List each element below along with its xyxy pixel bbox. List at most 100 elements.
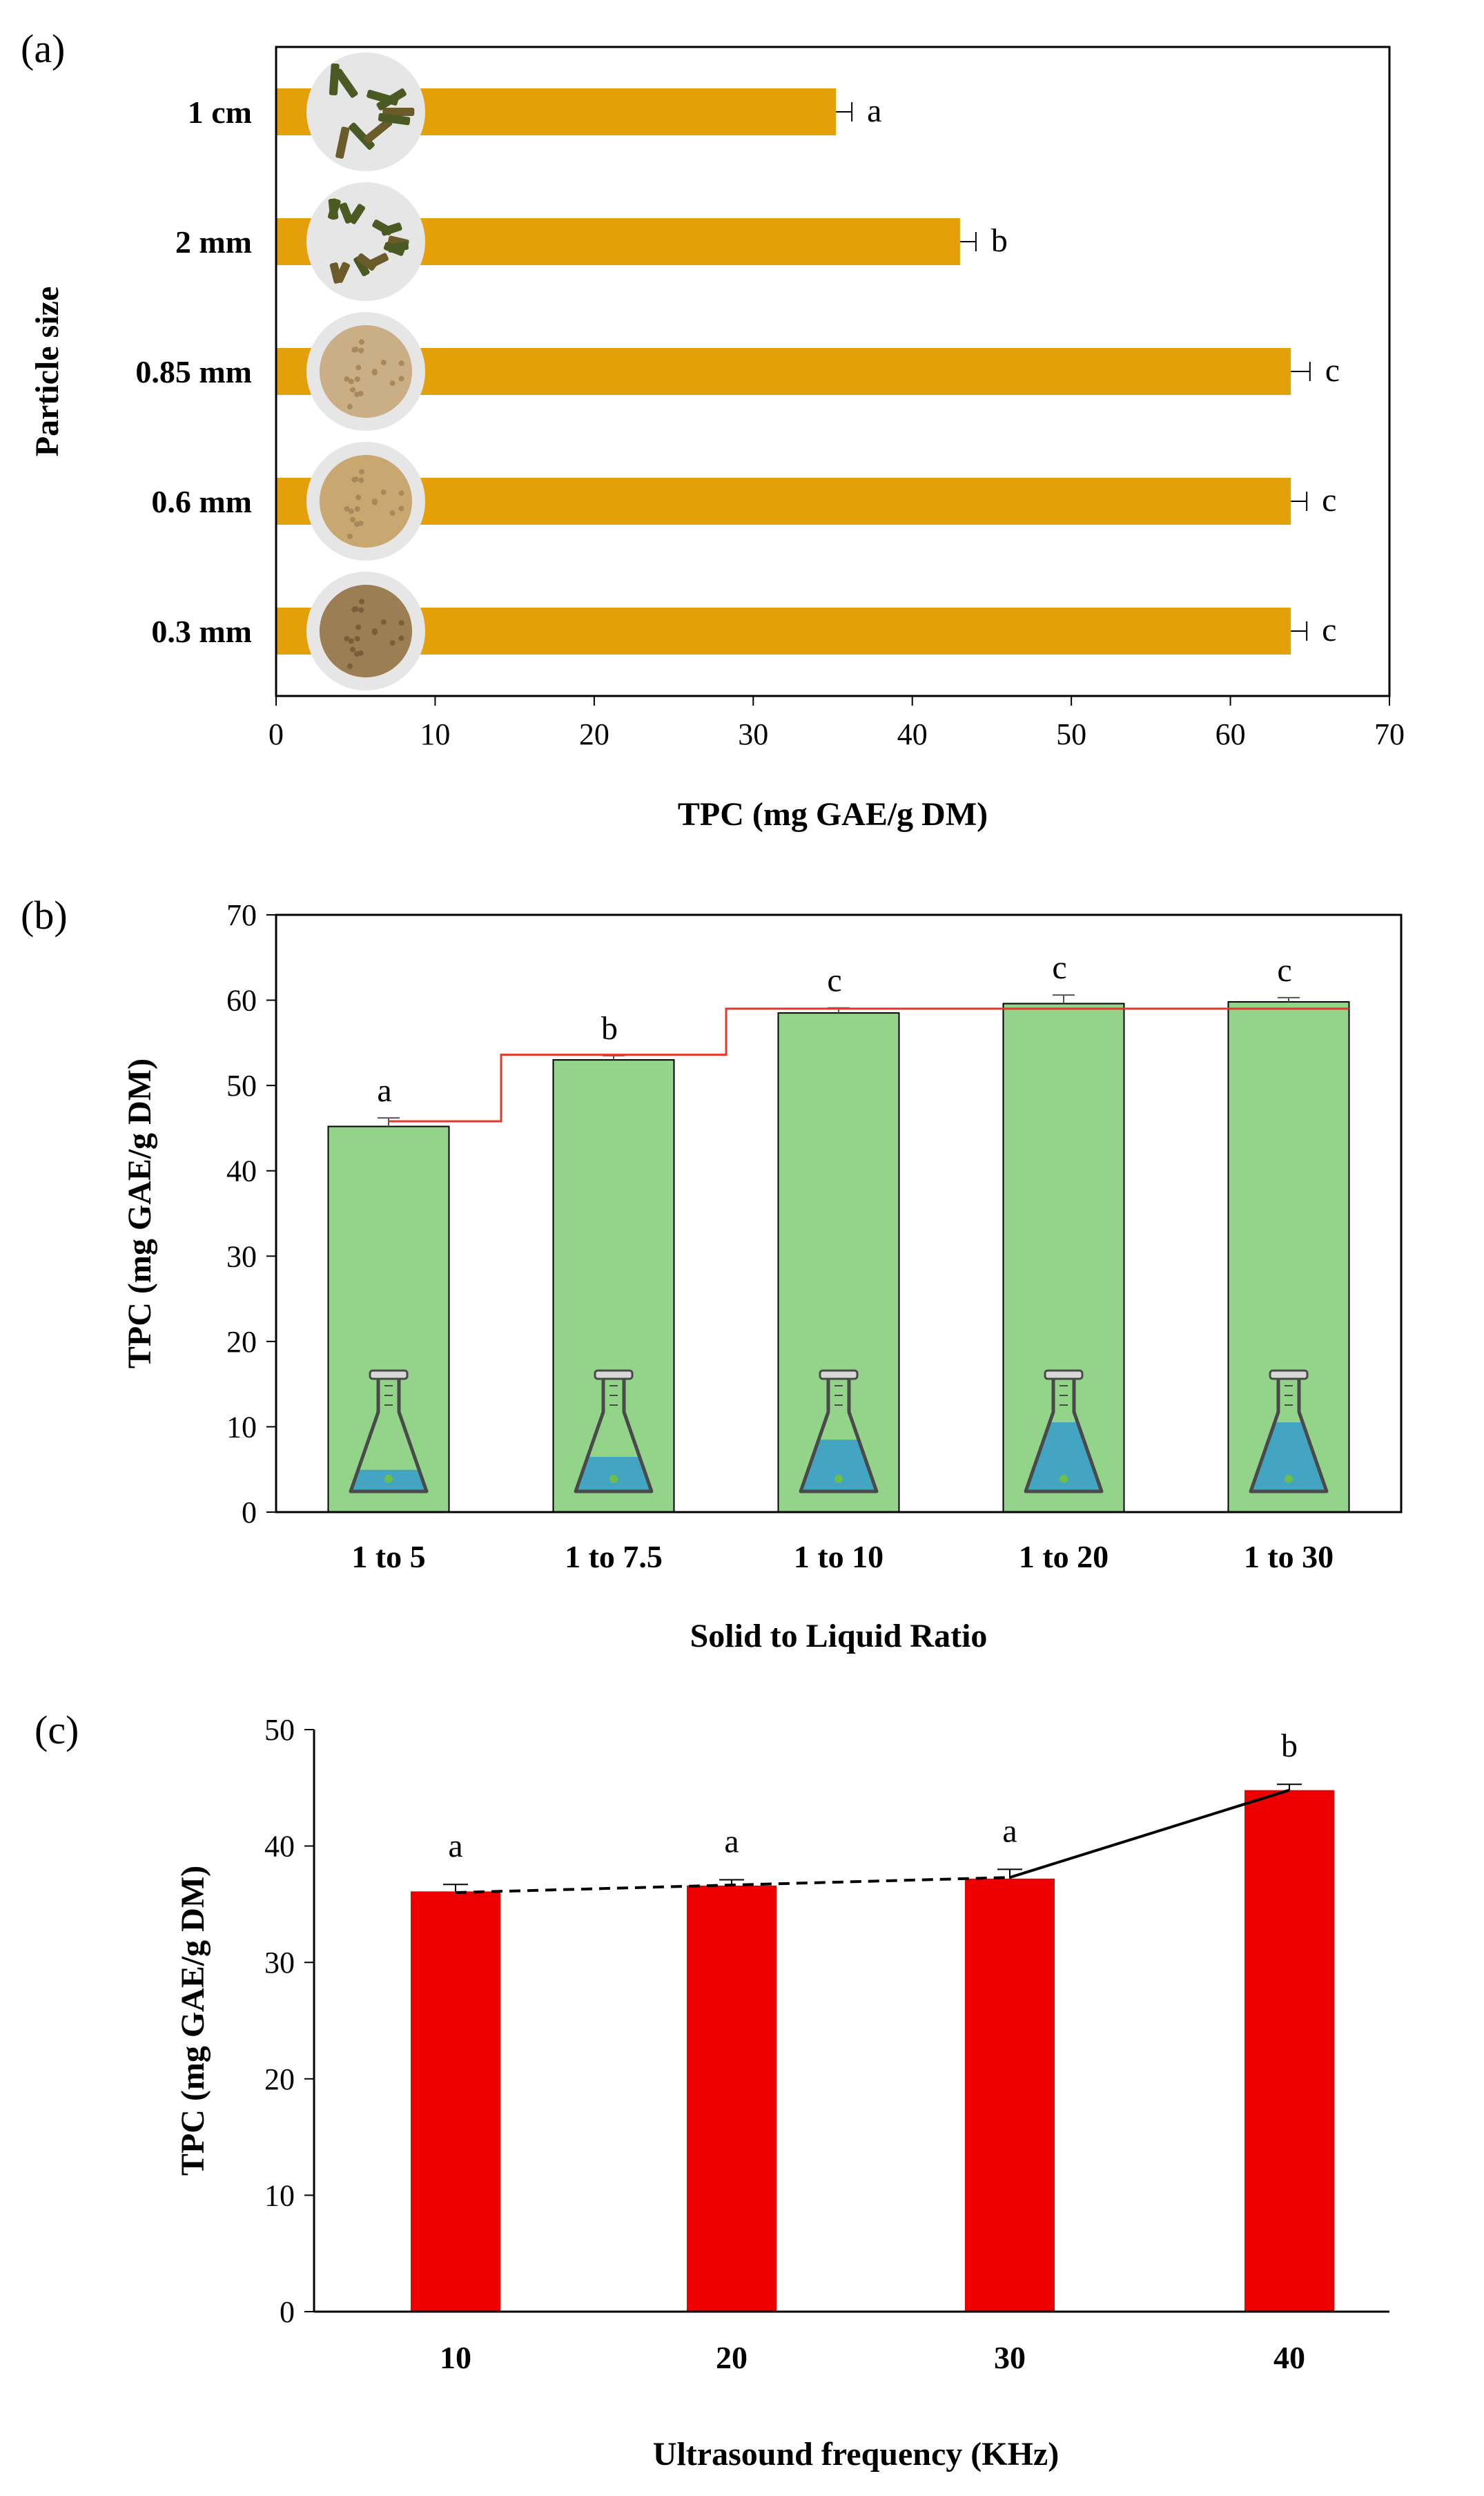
significance-label: c [1325, 352, 1340, 389]
x-tick-label: 10 [440, 2340, 471, 2375]
sample-grain [398, 376, 404, 382]
significance-label: c [827, 962, 841, 999]
x-tick-label: 1 to 7.5 [565, 1539, 663, 1574]
sample-grain [351, 606, 358, 612]
flask-icon [1024, 1369, 1104, 1493]
y-tick-label: 40 [226, 1154, 257, 1188]
flask-outline [1024, 1377, 1104, 1493]
significance-label: a [724, 1823, 739, 1859]
sample-piece [353, 255, 370, 277]
sample-grain [371, 629, 378, 635]
bar [687, 1885, 777, 2312]
bar-group: a [411, 1828, 500, 2312]
sample-grain [359, 599, 365, 605]
flask-particle [1060, 1475, 1068, 1483]
sample-grain [347, 403, 353, 409]
flask-rim [819, 1369, 859, 1380]
y-tick-label: 30 [226, 1239, 257, 1273]
sample-grain [380, 359, 387, 365]
y-axis-title: TPC (mg GAE/g DM) [175, 1866, 211, 2176]
panel-label: (b) [21, 893, 68, 938]
significance-label: c [1052, 949, 1066, 986]
x-tick-label: 50 [1056, 717, 1086, 751]
significance-label: a [448, 1828, 462, 1864]
dashed-trend-line [455, 1876, 1011, 1895]
x-axis-title: Solid to Liquid Ratio [690, 1618, 988, 1654]
sample-grain [398, 490, 404, 496]
bar-group: c [777, 962, 900, 1513]
significance-label: a [1002, 1812, 1017, 1849]
y-tick-label: 10 [226, 1410, 257, 1444]
sample-piece [329, 262, 342, 284]
bar-group: c [276, 312, 1340, 431]
y-tick-label: 0 [280, 2295, 295, 2329]
y-tick-label: 70 [226, 898, 257, 932]
y-tick-label: 2 mm [175, 224, 252, 260]
bar-group: a [327, 1072, 450, 1513]
y-tick-label: 50 [264, 1713, 295, 1747]
sample-grain [358, 390, 364, 396]
sample-grain [371, 499, 378, 505]
significance-label: a [377, 1072, 391, 1109]
sample-grain [344, 376, 350, 382]
sample-piece [364, 118, 393, 144]
y-tick-label: 60 [226, 984, 257, 1018]
flask-outline [1249, 1377, 1329, 1493]
bar-group: a [965, 1812, 1055, 2312]
sample-grain [389, 380, 396, 387]
flask-rim [1269, 1369, 1309, 1380]
sample-piece [356, 253, 377, 271]
cut-pieces-image [306, 182, 425, 301]
flask-particle [609, 1475, 618, 1483]
flask-icon [1249, 1369, 1329, 1493]
sample-piece [328, 198, 339, 220]
sample-grain [380, 619, 387, 625]
significance-label: b [1281, 1728, 1298, 1764]
y-tick-label: 20 [264, 2062, 295, 2096]
significance-label: c [1277, 952, 1291, 989]
sample-grain [350, 387, 356, 393]
significance-label: b [601, 1010, 618, 1047]
y-tick-label: 40 [264, 1830, 295, 1864]
bar-group: c [276, 572, 1336, 690]
bar-group: a [276, 52, 881, 171]
y-tick-label: 10 [264, 2178, 295, 2212]
sample-piece [387, 241, 409, 253]
bar-group: c [1227, 952, 1350, 1513]
sample-grain [348, 638, 354, 644]
sample-grain [354, 506, 360, 512]
x-axis-title: Ultrasound frequency (KHz) [653, 2436, 1059, 2473]
sample-grain [358, 477, 364, 483]
y-tick-label: 30 [264, 1946, 295, 1980]
y-tick-label: 0.6 mm [151, 484, 252, 519]
x-tick-label: 70 [1374, 717, 1405, 751]
sample-grain [358, 650, 364, 656]
sample-grain [359, 339, 365, 345]
sample-grain [348, 378, 354, 385]
x-tick-label: 1 to 5 [351, 1539, 425, 1574]
x-tick-label: 10 [420, 717, 450, 751]
sample-powder [319, 325, 413, 418]
bar-group: b [276, 182, 1008, 301]
sample-grain [359, 469, 365, 475]
sample-grain [371, 369, 378, 376]
sample-grain [351, 476, 358, 483]
bar-group: a [687, 1823, 777, 2312]
flask-outline [349, 1377, 429, 1493]
flask-outline [799, 1377, 879, 1493]
flask-icon [349, 1369, 429, 1493]
solid-trend-line [1009, 1788, 1290, 1879]
plot-frame [275, 46, 1391, 697]
plot-frame [275, 913, 1403, 1513]
bar-group: b [1244, 1728, 1334, 2312]
x-tick-label: 60 [1215, 717, 1246, 751]
x-tick-label: 40 [1273, 2340, 1305, 2375]
flask-rim [1044, 1369, 1084, 1380]
flask-particle [384, 1475, 393, 1483]
y-tick-label: 50 [226, 1069, 257, 1103]
sample-grain [347, 663, 353, 669]
y-tick-label: 0.3 mm [151, 614, 252, 649]
sample-grain [398, 635, 404, 641]
bar-group: b [552, 1010, 675, 1513]
